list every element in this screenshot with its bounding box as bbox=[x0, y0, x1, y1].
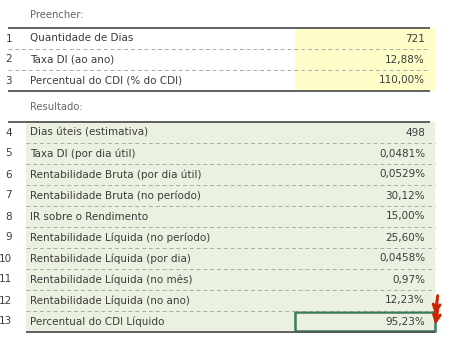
Text: Rentabilidade Líquida (por dia): Rentabilidade Líquida (por dia) bbox=[30, 253, 191, 264]
Bar bbox=[295, 312, 435, 331]
Text: 12,88%: 12,88% bbox=[385, 54, 425, 65]
Bar bbox=[26, 206, 435, 227]
Text: 8: 8 bbox=[6, 212, 12, 221]
Text: 4: 4 bbox=[6, 127, 12, 138]
Bar bbox=[26, 143, 435, 164]
Text: Preencher:: Preencher: bbox=[30, 10, 84, 20]
Bar bbox=[26, 185, 435, 206]
Text: 12: 12 bbox=[0, 295, 12, 306]
Text: 7: 7 bbox=[6, 191, 12, 200]
Text: 1: 1 bbox=[6, 33, 12, 44]
Bar bbox=[26, 248, 435, 269]
Text: Percentual do CDI Líquido: Percentual do CDI Líquido bbox=[30, 316, 164, 327]
Text: 721: 721 bbox=[405, 33, 425, 44]
Text: Resultado:: Resultado: bbox=[30, 102, 83, 112]
Bar bbox=[26, 311, 435, 332]
Bar bbox=[26, 269, 435, 290]
Text: 12,23%: 12,23% bbox=[385, 295, 425, 306]
Bar bbox=[26, 290, 435, 311]
Text: 15,00%: 15,00% bbox=[386, 212, 425, 221]
Text: Quantidade de Dias: Quantidade de Dias bbox=[30, 33, 134, 44]
Text: 3: 3 bbox=[6, 76, 12, 86]
Text: Rentabilidade Líquida (no ano): Rentabilidade Líquida (no ano) bbox=[30, 295, 190, 306]
Text: Dias úteis (estimativa): Dias úteis (estimativa) bbox=[30, 127, 148, 138]
Text: Taxa DI (ao ano): Taxa DI (ao ano) bbox=[30, 54, 114, 65]
Text: Rentabilidade Bruta (no período): Rentabilidade Bruta (no período) bbox=[30, 190, 201, 201]
Text: 110,00%: 110,00% bbox=[379, 76, 425, 86]
Text: 0,0529%: 0,0529% bbox=[379, 170, 425, 179]
Bar bbox=[26, 164, 435, 185]
Bar bbox=[295, 49, 435, 70]
Bar bbox=[26, 122, 435, 143]
Text: Rentabilidade Líquida (no mês): Rentabilidade Líquida (no mês) bbox=[30, 274, 192, 285]
Text: IR sobre o Rendimento: IR sobre o Rendimento bbox=[30, 212, 148, 221]
Text: 25,60%: 25,60% bbox=[386, 232, 425, 242]
Text: 10: 10 bbox=[0, 253, 12, 264]
Text: 6: 6 bbox=[6, 170, 12, 179]
Bar bbox=[295, 28, 435, 49]
Text: 498: 498 bbox=[405, 127, 425, 138]
Text: Percentual do CDI (% do CDI): Percentual do CDI (% do CDI) bbox=[30, 76, 182, 86]
Text: 30,12%: 30,12% bbox=[386, 191, 425, 200]
Text: 2: 2 bbox=[6, 54, 12, 65]
Bar bbox=[295, 70, 435, 91]
Text: Rentabilidade Bruta (por dia útil): Rentabilidade Bruta (por dia útil) bbox=[30, 169, 202, 180]
Text: 5: 5 bbox=[6, 148, 12, 159]
Bar bbox=[26, 227, 435, 248]
Text: 95,23%: 95,23% bbox=[385, 317, 425, 326]
Text: Rentabilidade Líquida (no período): Rentabilidade Líquida (no período) bbox=[30, 232, 210, 243]
Text: 0,0481%: 0,0481% bbox=[379, 148, 425, 159]
Text: 11: 11 bbox=[0, 274, 12, 285]
Text: 13: 13 bbox=[0, 317, 12, 326]
Text: Taxa DI (por dia útil): Taxa DI (por dia útil) bbox=[30, 148, 135, 159]
Text: 9: 9 bbox=[6, 232, 12, 242]
Text: 0,97%: 0,97% bbox=[392, 274, 425, 285]
Text: 0,0458%: 0,0458% bbox=[379, 253, 425, 264]
